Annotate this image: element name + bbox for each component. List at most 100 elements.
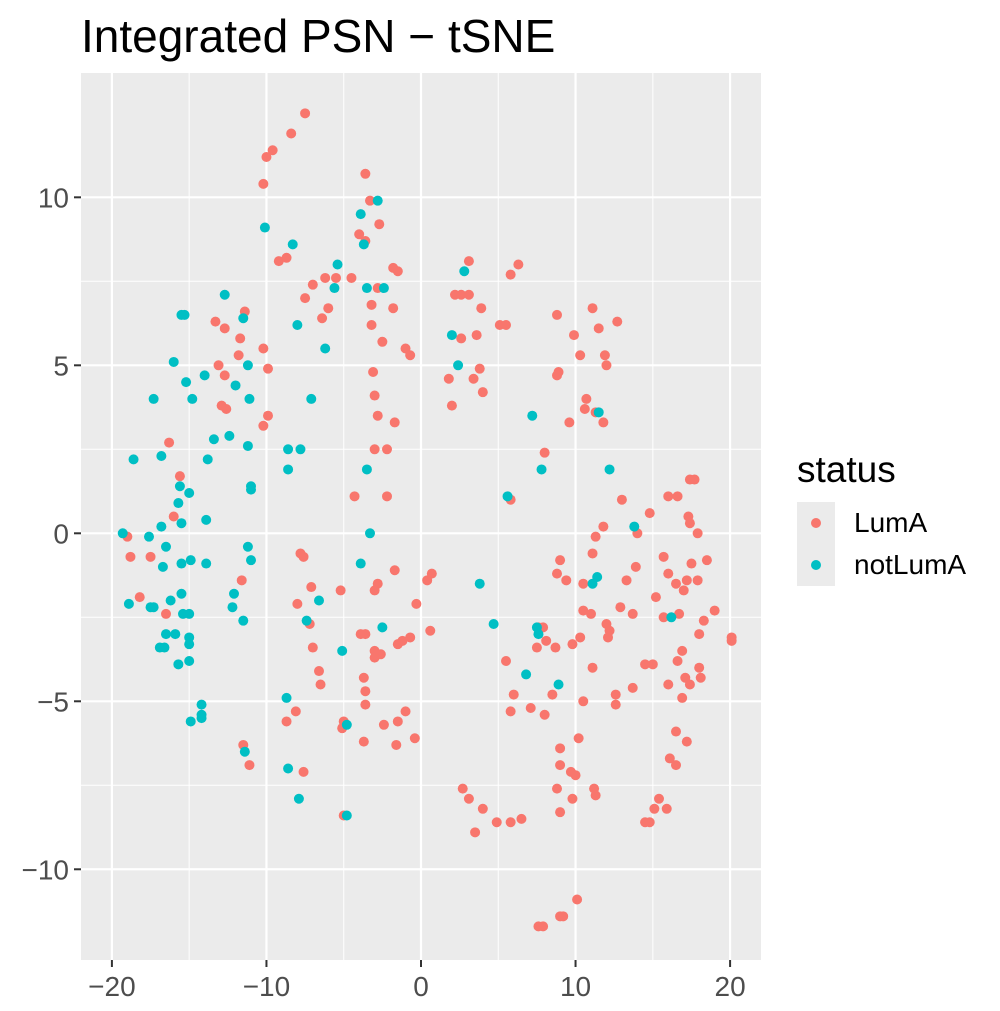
point-luma: [567, 639, 578, 650]
point-notluma: [144, 531, 154, 542]
point-notluma: [199, 370, 210, 381]
point-luma: [134, 592, 145, 603]
point-luma: [263, 363, 273, 374]
point-luma: [550, 642, 561, 653]
point-luma: [391, 739, 402, 750]
x-tick-label: −10: [243, 971, 291, 1002]
point-luma: [457, 783, 468, 794]
point-luma: [368, 367, 379, 378]
point-luma: [692, 575, 703, 586]
point-notluma: [293, 793, 304, 804]
point-luma: [244, 760, 255, 771]
data-points: [117, 108, 737, 932]
point-luma: [221, 403, 232, 414]
point-luma: [261, 151, 272, 162]
point-luma: [405, 632, 416, 643]
point-notluma: [358, 239, 369, 250]
point-notluma: [283, 763, 294, 774]
point-luma: [601, 360, 612, 371]
point-notluma: [459, 266, 470, 277]
point-luma: [411, 598, 422, 609]
point-luma: [463, 289, 474, 300]
point-luma: [471, 330, 482, 341]
point-notluma: [361, 283, 372, 294]
point-luma: [331, 272, 341, 283]
point-luma: [358, 672, 369, 683]
point-notluma: [229, 588, 239, 599]
point-luma: [508, 689, 519, 700]
point-luma: [567, 793, 578, 804]
point-luma: [541, 635, 552, 646]
point-notluma: [242, 440, 253, 451]
point-luma: [573, 733, 584, 744]
point-luma: [610, 689, 621, 700]
point-notluma: [488, 619, 499, 630]
point-luma: [306, 582, 317, 593]
point-luma: [726, 635, 737, 646]
point-luma: [456, 333, 467, 344]
point-luma: [621, 575, 632, 586]
point-luma: [558, 911, 569, 922]
point-luma: [575, 632, 586, 643]
y-tick-label: 10: [38, 182, 69, 213]
point-notluma: [295, 444, 306, 455]
point-luma: [290, 706, 301, 717]
point-luma: [578, 696, 589, 707]
point-luma: [678, 585, 689, 596]
point-luma: [616, 494, 627, 505]
point-notluma: [604, 464, 615, 475]
legend-item-notluma: notLumA: [797, 544, 966, 586]
point-luma: [369, 585, 380, 596]
point-notluma: [361, 464, 372, 475]
point-notluma: [173, 659, 184, 670]
point-luma: [578, 578, 589, 589]
point-luma: [698, 615, 709, 626]
point-luma: [382, 491, 392, 502]
point-luma: [692, 528, 703, 539]
legend-key-luma: [797, 502, 835, 544]
point-luma: [372, 410, 383, 421]
point-luma: [446, 400, 457, 411]
point-notluma: [184, 639, 195, 650]
point-luma: [538, 921, 549, 932]
point-notluma: [592, 571, 603, 582]
point-notluma: [533, 629, 544, 640]
point-notluma: [527, 410, 538, 421]
point-notluma: [329, 283, 340, 294]
point-notluma: [201, 514, 212, 525]
point-luma: [570, 770, 581, 781]
point-notluma: [170, 629, 181, 640]
point-luma: [281, 252, 292, 263]
point-luma: [233, 350, 244, 361]
point-luma: [644, 817, 655, 828]
legend-title: status: [797, 449, 896, 490]
point-notluma: [283, 444, 294, 455]
point-notluma: [355, 209, 366, 220]
point-luma: [145, 551, 156, 562]
point-luma: [612, 316, 623, 327]
point-luma: [174, 471, 185, 482]
point-notluma: [202, 454, 213, 465]
point-luma: [477, 803, 488, 814]
point-luma: [501, 319, 511, 330]
point-notluma: [184, 608, 195, 619]
point-luma: [219, 323, 230, 334]
point-luma: [235, 333, 246, 344]
point-notluma: [292, 319, 303, 330]
point-luma: [400, 706, 411, 717]
point-notluma: [337, 645, 348, 656]
point-luma: [258, 343, 269, 354]
point-luma: [213, 360, 224, 371]
point-notluma: [123, 598, 134, 609]
point-luma: [358, 736, 369, 747]
point-luma: [684, 518, 695, 529]
point-notluma: [201, 558, 212, 569]
point-notluma: [629, 521, 640, 532]
point-luma: [315, 679, 326, 690]
point-luma: [709, 605, 720, 616]
point-luma: [164, 437, 175, 448]
point-luma: [630, 561, 641, 572]
point-notluma: [159, 642, 170, 653]
point-luma: [346, 272, 357, 283]
